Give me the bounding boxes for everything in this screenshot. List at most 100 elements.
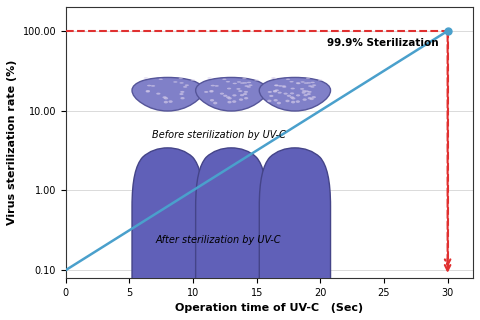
Ellipse shape (286, 100, 289, 102)
Ellipse shape (286, 79, 290, 80)
Ellipse shape (144, 77, 148, 79)
Ellipse shape (310, 86, 314, 88)
Ellipse shape (302, 98, 307, 101)
Ellipse shape (291, 97, 295, 100)
Ellipse shape (290, 96, 294, 99)
Ellipse shape (210, 99, 214, 101)
Ellipse shape (274, 99, 278, 101)
Ellipse shape (240, 94, 244, 96)
Ellipse shape (300, 88, 304, 90)
Ellipse shape (180, 97, 185, 100)
Ellipse shape (306, 77, 310, 79)
Ellipse shape (180, 93, 183, 95)
Ellipse shape (151, 85, 155, 87)
Ellipse shape (248, 84, 252, 86)
Ellipse shape (209, 90, 214, 92)
Ellipse shape (173, 81, 178, 83)
Ellipse shape (307, 93, 311, 95)
Ellipse shape (254, 79, 259, 81)
Ellipse shape (307, 82, 311, 84)
Ellipse shape (310, 98, 314, 100)
Ellipse shape (303, 94, 308, 96)
Ellipse shape (282, 85, 286, 87)
Ellipse shape (236, 88, 240, 90)
Ellipse shape (163, 96, 167, 99)
Ellipse shape (213, 102, 217, 104)
Ellipse shape (312, 84, 316, 86)
Ellipse shape (318, 79, 322, 81)
Ellipse shape (247, 86, 251, 88)
Ellipse shape (302, 90, 306, 92)
Ellipse shape (243, 93, 247, 95)
Ellipse shape (311, 82, 315, 83)
Ellipse shape (215, 85, 219, 87)
Text: 99.9% Sterilization: 99.9% Sterilization (327, 38, 438, 48)
Ellipse shape (305, 90, 309, 92)
Ellipse shape (132, 148, 204, 320)
Ellipse shape (158, 79, 163, 80)
Ellipse shape (259, 77, 331, 111)
Ellipse shape (237, 81, 241, 83)
Ellipse shape (209, 91, 214, 92)
Ellipse shape (277, 92, 282, 94)
Ellipse shape (228, 97, 232, 100)
Ellipse shape (164, 101, 168, 103)
Ellipse shape (244, 85, 249, 87)
Ellipse shape (207, 77, 212, 79)
Ellipse shape (268, 91, 272, 93)
Ellipse shape (308, 97, 312, 100)
Ellipse shape (244, 91, 248, 93)
Ellipse shape (274, 85, 278, 86)
Ellipse shape (204, 91, 208, 93)
Ellipse shape (156, 92, 160, 95)
Ellipse shape (228, 101, 232, 103)
Ellipse shape (147, 85, 151, 86)
Ellipse shape (164, 97, 168, 100)
Ellipse shape (185, 84, 189, 86)
Ellipse shape (272, 78, 276, 79)
Ellipse shape (145, 91, 150, 92)
Ellipse shape (168, 100, 173, 103)
Ellipse shape (308, 85, 312, 87)
Ellipse shape (275, 89, 279, 91)
Ellipse shape (180, 82, 184, 84)
Ellipse shape (183, 86, 187, 88)
Ellipse shape (227, 88, 231, 89)
Ellipse shape (296, 82, 300, 84)
X-axis label: Operation time of UV-C   (Sec): Operation time of UV-C (Sec) (175, 303, 363, 313)
Ellipse shape (243, 82, 247, 84)
Ellipse shape (239, 98, 243, 101)
Ellipse shape (191, 79, 195, 81)
Y-axis label: Virus sterilization rate (%): Virus sterilization rate (%) (7, 60, 17, 225)
Ellipse shape (289, 81, 294, 83)
Ellipse shape (180, 91, 184, 93)
Ellipse shape (296, 83, 300, 84)
Ellipse shape (271, 77, 276, 79)
Ellipse shape (247, 82, 251, 83)
Ellipse shape (211, 85, 215, 86)
Ellipse shape (273, 90, 277, 92)
Ellipse shape (259, 148, 331, 320)
Ellipse shape (242, 77, 247, 79)
Ellipse shape (278, 85, 282, 87)
Ellipse shape (274, 84, 278, 86)
Ellipse shape (304, 82, 308, 84)
Ellipse shape (312, 96, 316, 98)
Ellipse shape (291, 101, 295, 103)
Ellipse shape (179, 77, 183, 79)
Ellipse shape (282, 86, 287, 88)
Ellipse shape (301, 92, 306, 94)
Ellipse shape (232, 100, 236, 103)
Ellipse shape (196, 148, 267, 320)
Ellipse shape (196, 77, 267, 111)
Ellipse shape (233, 83, 237, 84)
Ellipse shape (300, 81, 305, 83)
Ellipse shape (232, 94, 237, 96)
Ellipse shape (222, 79, 227, 80)
Ellipse shape (307, 91, 312, 93)
Ellipse shape (290, 92, 294, 94)
Ellipse shape (146, 90, 150, 92)
Ellipse shape (238, 90, 242, 92)
Ellipse shape (269, 95, 274, 97)
Ellipse shape (240, 82, 244, 84)
